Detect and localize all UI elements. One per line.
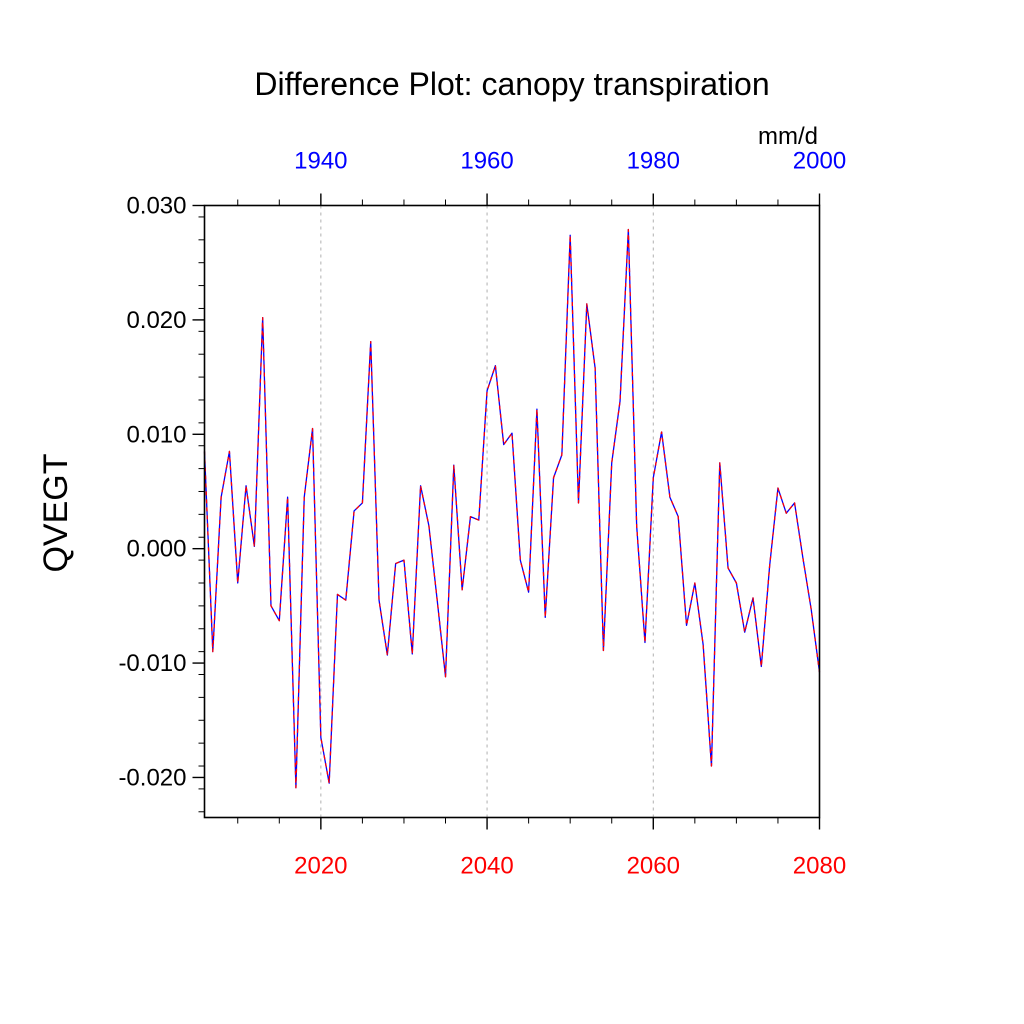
y-tick-label: -0.010 bbox=[118, 650, 186, 677]
y-axis-label: QVEGT bbox=[37, 453, 75, 572]
x-bottom-tick-label: 2020 bbox=[294, 853, 347, 880]
x-bottom-tick-label: 2060 bbox=[627, 853, 680, 880]
y-tick-label: 0.000 bbox=[126, 536, 186, 563]
units-label: mm/d bbox=[758, 123, 818, 150]
chart-title: Difference Plot: canopy transpiration bbox=[254, 66, 769, 102]
x-top-tick-label: 1940 bbox=[294, 148, 347, 175]
y-tick-label: -0.020 bbox=[118, 764, 186, 791]
series-line-blue bbox=[203, 228, 821, 789]
x-bottom-tick-label: 2040 bbox=[460, 853, 513, 880]
y-tick-label: 0.010 bbox=[126, 421, 186, 448]
x-bottom-tick-label: 2080 bbox=[793, 853, 846, 880]
plot-frame bbox=[203, 204, 821, 819]
series-line-red-dashed bbox=[203, 228, 821, 789]
x-top-tick-label: 1980 bbox=[627, 148, 680, 175]
y-tick-label: 0.030 bbox=[126, 193, 186, 220]
grid-lines bbox=[320, 205, 654, 818]
series-lines bbox=[203, 228, 821, 789]
y-tick-label: 0.020 bbox=[126, 307, 186, 334]
axes: 0.030 0.020 0.010 0.000 -0.010 -0.020 2020 2040… bbox=[118, 148, 846, 880]
x-top-tick-label: 1960 bbox=[460, 148, 513, 175]
x-top-tick-label: 2000 bbox=[793, 148, 846, 175]
